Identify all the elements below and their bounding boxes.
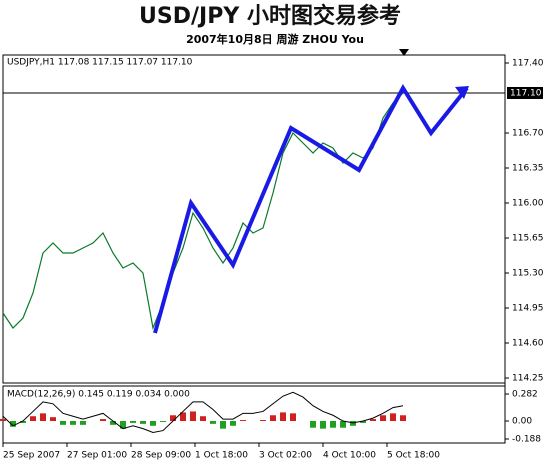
macd-tick-label: 0.00: [512, 417, 532, 427]
macd-bar: [240, 420, 246, 422]
macd-bar: [340, 421, 346, 428]
macd-bar: [320, 421, 326, 429]
macd-bar: [40, 413, 46, 422]
forecast-arrow: [455, 86, 469, 99]
macd-bar: [150, 421, 156, 426]
macd-bar: [230, 421, 236, 426]
macd-bar: [120, 421, 126, 429]
macd-bar: [140, 421, 146, 424]
y-tick-label: 116.70: [512, 129, 544, 139]
y-tick-label: 114.95: [512, 304, 544, 314]
macd-line: [2, 391, 404, 433]
macd-bar: [390, 413, 396, 422]
current-price-label: 117.10: [510, 89, 542, 99]
x-tick-label: 27 Sep 01:00: [67, 451, 127, 461]
macd-bar: [400, 415, 406, 422]
macd-label: MACD(12,26,9) 0.145 0.119 0.034 0.000: [7, 390, 190, 400]
macd-bar: [190, 411, 196, 422]
macd-bar: [260, 420, 266, 422]
current-price-box: [507, 87, 543, 99]
y-tick-label: 115.65: [512, 234, 544, 244]
macd-bar: [0, 419, 6, 422]
macd-bar: [330, 421, 336, 428]
macd-bar: [220, 421, 226, 429]
x-tick-label: 1 Oct 18:00: [195, 451, 248, 461]
macd-bar: [60, 421, 66, 425]
macd-bar: [80, 421, 86, 425]
x-tick-label: 28 Sep 09:00: [131, 451, 191, 461]
macd-bar: [110, 421, 116, 425]
y-tick-label: 114.25: [512, 374, 544, 384]
x-tick-label: 3 Oct 02:00: [259, 451, 312, 461]
macd-bar: [210, 421, 216, 424]
x-tick-label: 4 Oct 10:00: [323, 451, 376, 461]
macd-bar: [20, 421, 26, 423]
macd-bar: [310, 421, 316, 428]
chart-title: USD/JPY 小时图交易参考: [139, 3, 401, 29]
y-tick-label: 114.60: [512, 339, 544, 349]
y-tick-label: 116.35: [512, 164, 544, 174]
macd-bar: [160, 421, 166, 422]
x-tick-label: 25 Sep 2007: [3, 451, 60, 461]
macd-bar: [280, 412, 286, 422]
macd-bar: [290, 413, 296, 422]
y-tick-label: 117.40: [512, 59, 544, 69]
macd-bar: [50, 417, 56, 422]
chart-subtitle: 2007年10月8日 周游 ZHOU You: [186, 32, 364, 46]
marker: [399, 49, 409, 56]
header: USDJPY,H1 117.08 117.15 117.07 117.10: [7, 58, 193, 68]
price-line: [2, 92, 404, 331]
macd-bar: [10, 421, 16, 427]
macd-tick-label: -0.188: [512, 434, 541, 444]
x-tick-label: 5 Oct 18:00: [387, 451, 440, 461]
macd-bar: [170, 415, 176, 422]
macd-bar: [130, 421, 136, 423]
macd-bar: [180, 412, 186, 422]
macd-bar: [70, 421, 76, 425]
macd-bar: [370, 419, 376, 422]
forecast-line: [153, 84, 469, 334]
y-tick-label: 115.30: [512, 269, 544, 279]
macd-bar: [270, 415, 276, 422]
macd-bar: [200, 416, 206, 422]
macd-tick-label: 0.282: [512, 390, 538, 400]
macd-bar: [100, 419, 106, 422]
macd-bar: [380, 415, 386, 422]
macd-bar: [360, 421, 366, 423]
y-tick-label: 116.00: [512, 199, 544, 209]
macd-bar: [30, 416, 36, 422]
